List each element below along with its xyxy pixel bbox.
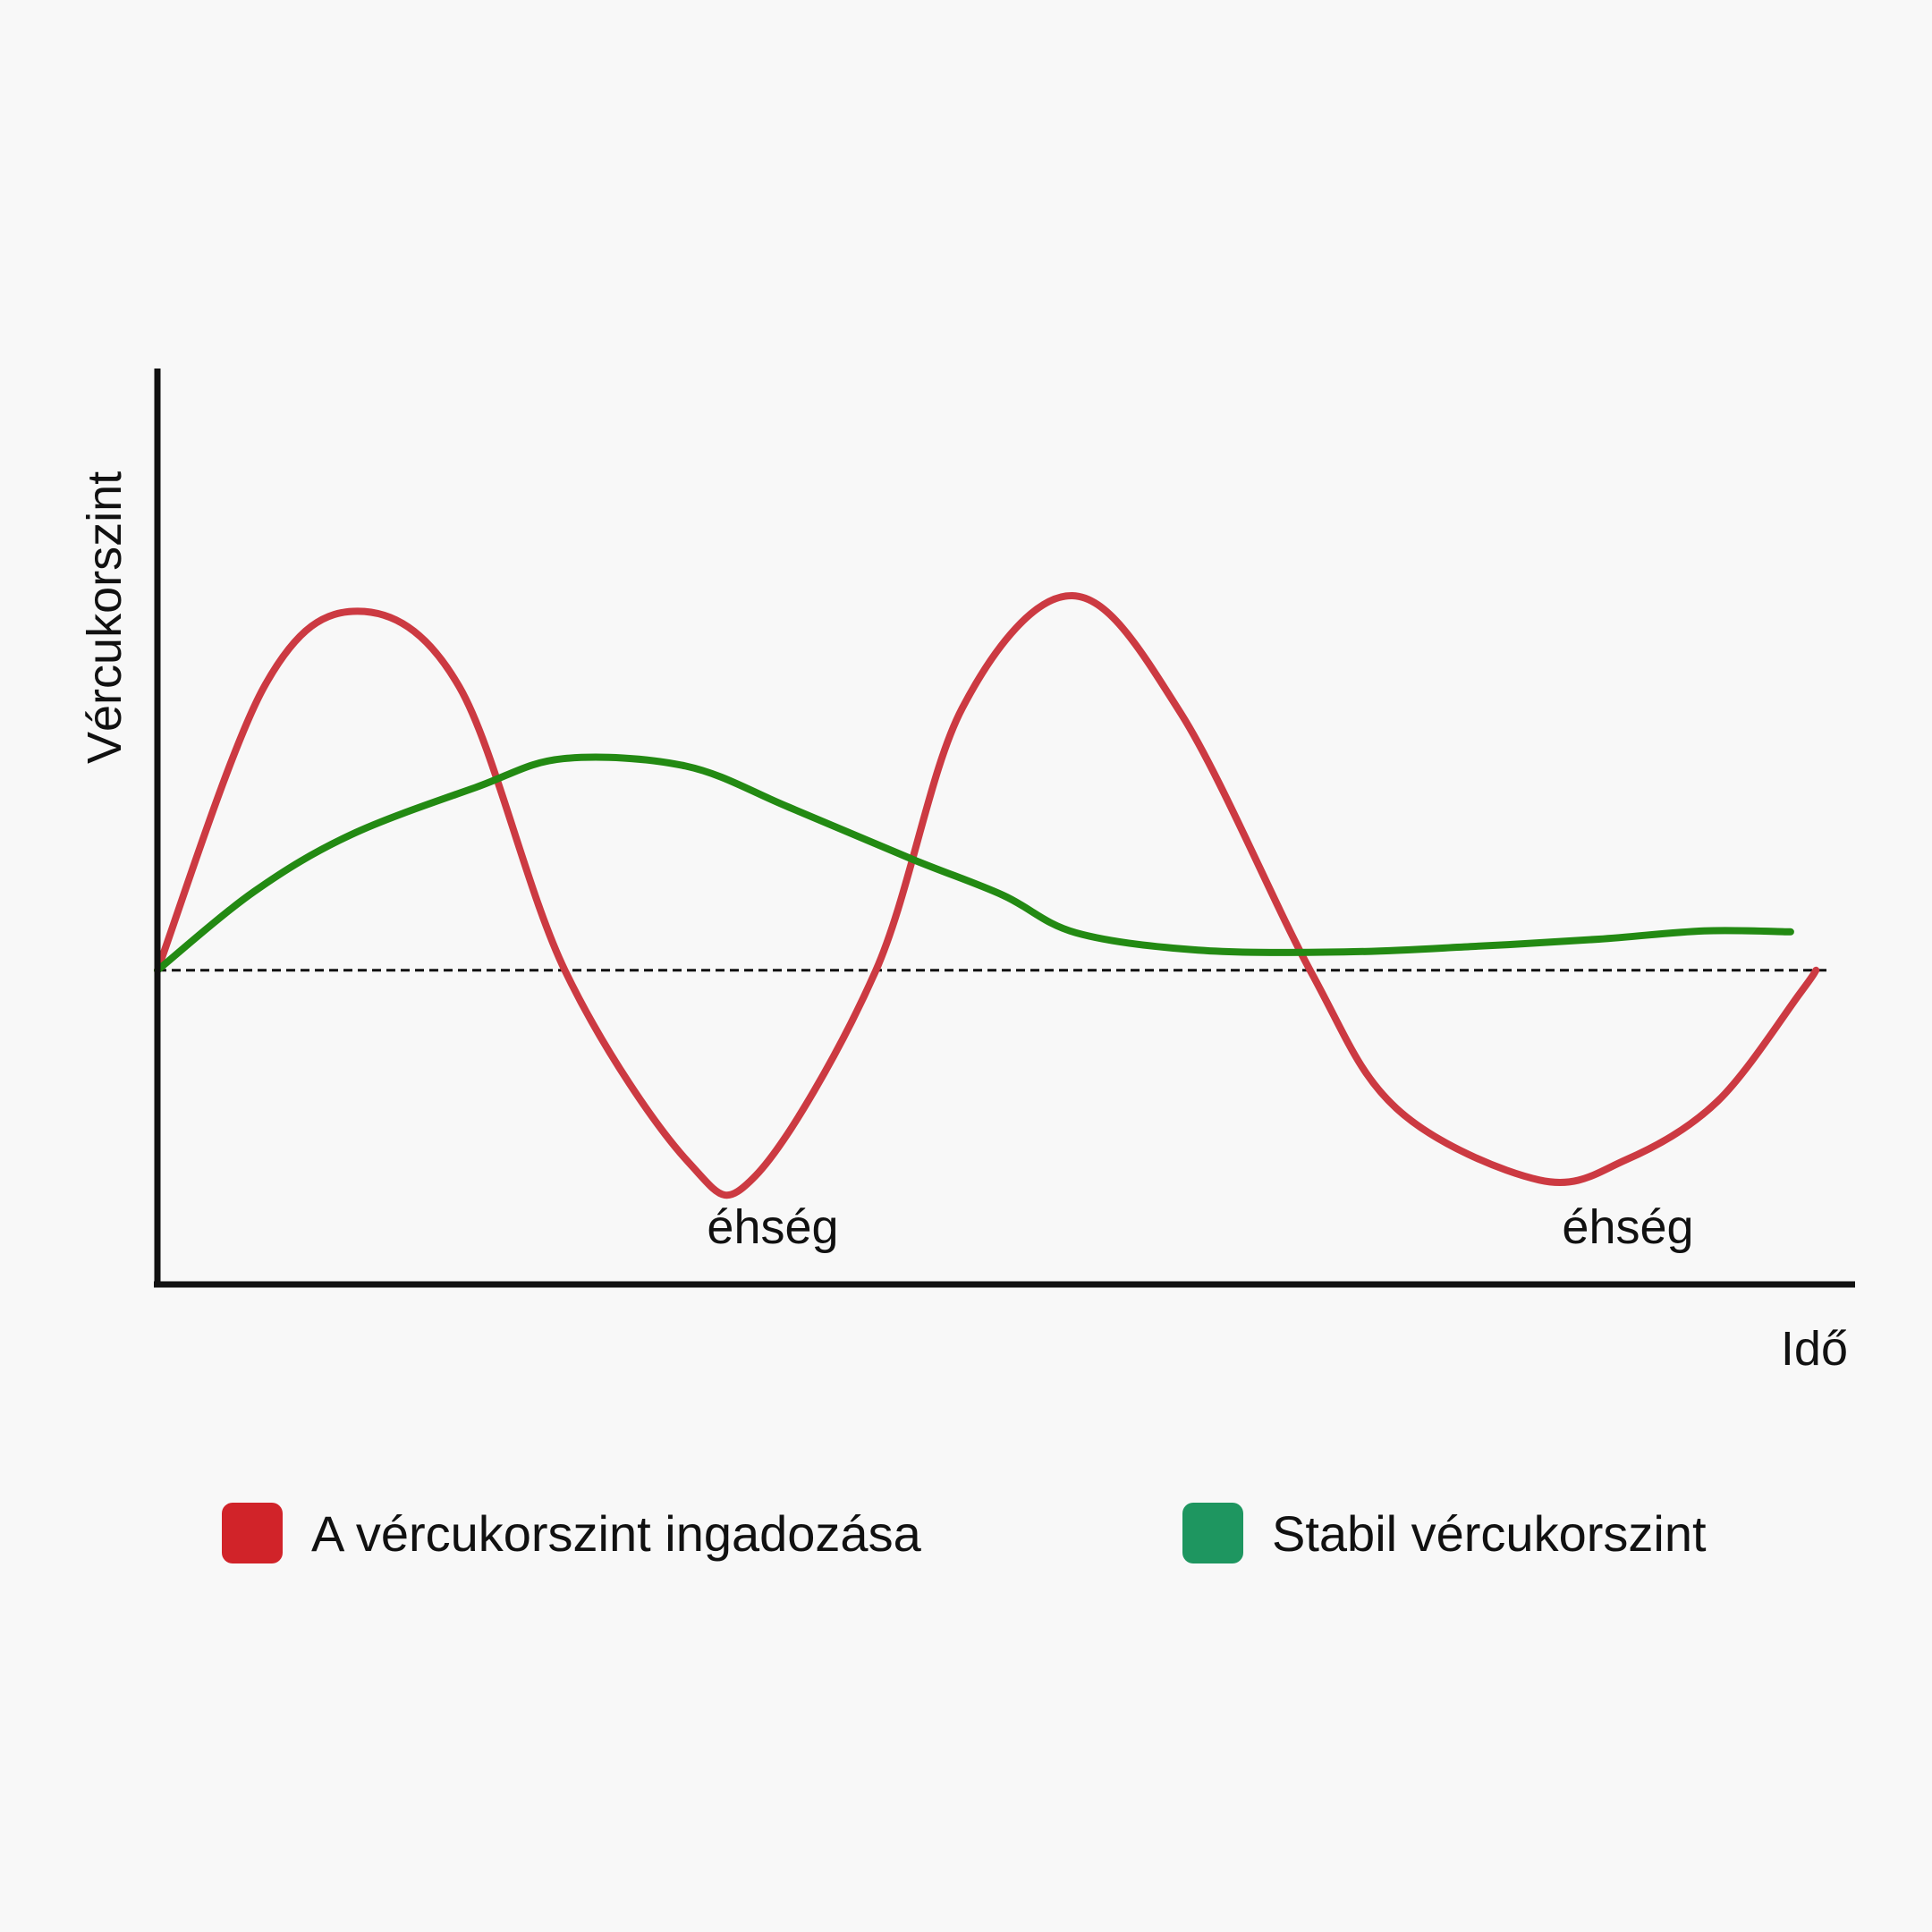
x-axis-label: Idő (1781, 1322, 1848, 1376)
legend-item-stable: Stabil vércukorszint (1182, 1501, 1707, 1565)
annotation-hunger-2: éhség (1562, 1200, 1693, 1254)
y-axis-label: Vércukorszint (78, 471, 131, 764)
series-line-stable (154, 753, 1794, 974)
legend-item-fluctuating: A vércukorszint ingadozása (222, 1501, 921, 1565)
legend-swatch-green (1182, 1503, 1243, 1563)
legend-label-stable: Stabil vércukorszint (1272, 1504, 1707, 1562)
annotation-hunger-1: éhség (707, 1200, 838, 1254)
series-line-fluctuating (154, 591, 1820, 1199)
legend-label-fluctuating: A vércukorszint ingadozása (311, 1504, 921, 1562)
legend-swatch-red (222, 1503, 283, 1563)
